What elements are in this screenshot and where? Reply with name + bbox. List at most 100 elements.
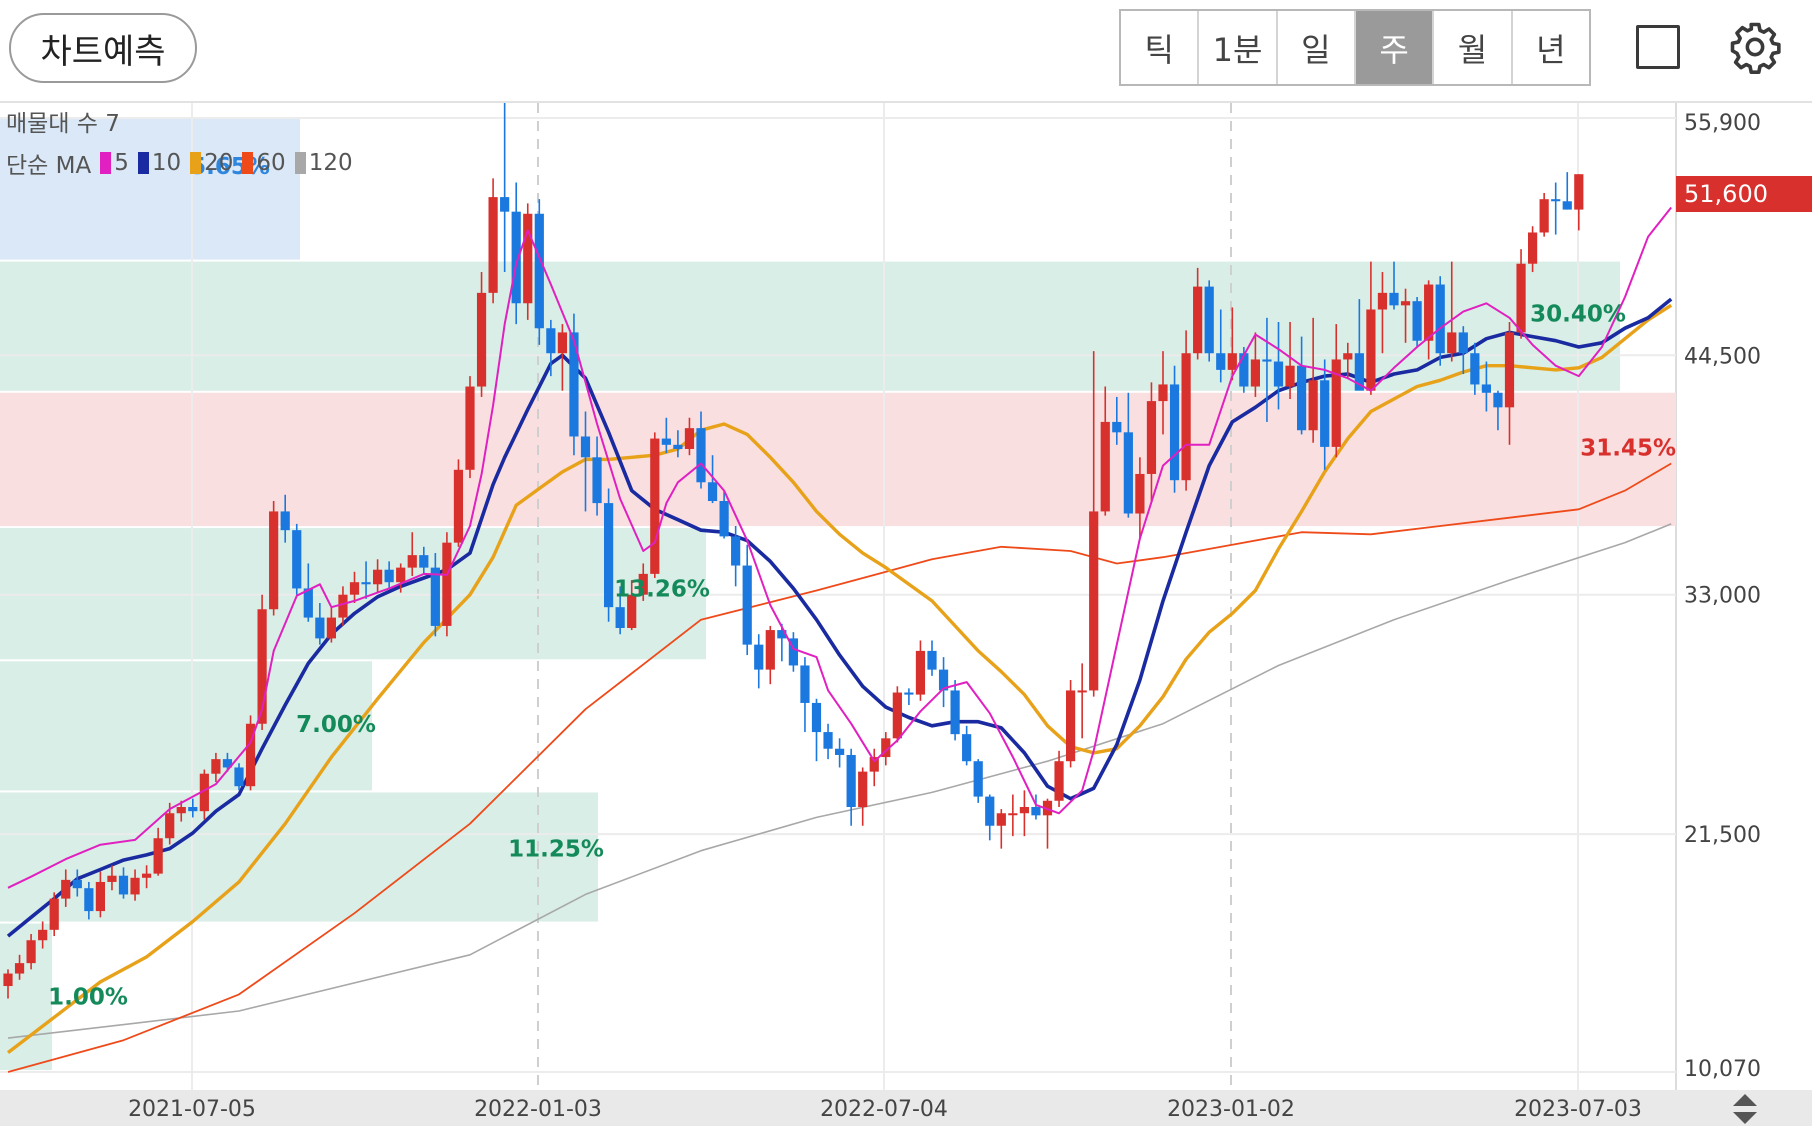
volume-profile-percent: 30.40% — [1530, 302, 1626, 328]
candle-body — [823, 732, 833, 749]
candle-body — [1250, 359, 1260, 387]
ma60-swatch — [242, 152, 254, 174]
period-week-button[interactable]: 주 — [1355, 11, 1435, 84]
candle-body — [1574, 174, 1584, 210]
candle-body — [557, 332, 567, 354]
ma20-line — [6, 303, 1673, 1054]
volume-profile-band — [0, 261, 1620, 391]
ma60-line — [7, 462, 1672, 1073]
candle-body — [777, 630, 787, 639]
candle-body — [95, 881, 105, 912]
candle-body — [638, 573, 648, 595]
candle-body — [1470, 353, 1480, 385]
candle-body — [1424, 284, 1434, 341]
period-day-button[interactable]: 일 — [1278, 11, 1356, 84]
candle-body — [765, 630, 775, 670]
y-axis-tick-label: 44,500 — [1684, 344, 1761, 369]
candle-body — [1123, 432, 1133, 514]
axis-scale-handle-icon[interactable] — [1730, 1092, 1760, 1126]
candle-body — [384, 569, 394, 583]
candle-body — [754, 644, 764, 670]
candle-body — [14, 963, 25, 974]
ma10-label: 10 — [151, 150, 182, 176]
volume-profile-band — [0, 661, 372, 791]
candle-body — [534, 213, 544, 329]
candle-body — [338, 594, 348, 618]
candle-body — [592, 457, 602, 504]
volume-profile-percent: 5.65% — [190, 154, 270, 180]
volume-profile-band — [0, 392, 1676, 527]
candle-body — [627, 594, 637, 628]
ma-legend: 단순 MA 5 10 20 60 120 — [6, 146, 353, 180]
candle-body — [1504, 332, 1515, 408]
candle-body — [1562, 201, 1572, 210]
square-icon[interactable] — [1636, 25, 1680, 69]
candle-body — [950, 690, 960, 735]
stock-chart[interactable]: 5.65% 31.45% 13.26% 7.00% 11.25% 1.00% 30.40% 5… — [0, 103, 1812, 1126]
candle-body — [881, 738, 891, 758]
candle-body — [892, 692, 902, 739]
candle-body — [1158, 384, 1168, 402]
candle-body — [1216, 353, 1226, 370]
candle-body — [707, 482, 718, 502]
chart-predict-button[interactable]: 차트예측 — [9, 13, 197, 83]
gear-icon[interactable] — [1728, 20, 1782, 74]
candle-body — [465, 386, 475, 470]
candle-body — [1320, 380, 1330, 447]
candle-body — [1400, 301, 1411, 306]
candle-body — [580, 436, 591, 458]
candle-body — [811, 702, 822, 733]
candle-body — [315, 617, 325, 639]
candle-body — [1204, 286, 1214, 354]
candle-body — [915, 650, 926, 695]
period-tick-button[interactable]: 틱 — [1121, 11, 1200, 84]
candle-body — [615, 607, 625, 628]
candle-body — [569, 332, 579, 437]
candle-body — [523, 213, 533, 304]
ma5-line — [7, 206, 1672, 889]
candle-body — [349, 582, 360, 595]
candle-body — [1493, 392, 1503, 408]
candle-body — [49, 898, 59, 930]
volume-profile-percent: 1.00% — [48, 984, 128, 1010]
candle-body — [1273, 361, 1284, 387]
candle-body — [1297, 365, 1307, 431]
candle-body — [26, 940, 36, 964]
candle-body — [176, 807, 186, 814]
candle-body — [1377, 292, 1388, 310]
candle-body — [1539, 199, 1549, 233]
candle-body — [1528, 232, 1538, 264]
candle-body — [407, 555, 417, 568]
candle-body — [661, 438, 671, 445]
volume-profile-percent: 31.45% — [1580, 435, 1676, 461]
candle-body — [199, 773, 209, 812]
candle-body — [1077, 690, 1087, 693]
candle-body — [962, 734, 972, 762]
candle-body — [846, 754, 856, 808]
candle-body — [107, 875, 117, 882]
candle-body — [326, 617, 336, 639]
period-1min-button[interactable]: 1분 — [1199, 11, 1278, 84]
candle-body — [1066, 690, 1076, 762]
candle-body — [1193, 286, 1203, 354]
period-month-button[interactable]: 월 — [1434, 11, 1513, 84]
toolbar-divider — [0, 101, 1812, 103]
candle-body — [742, 565, 752, 645]
candle-body — [1031, 807, 1041, 816]
candle-body — [731, 536, 741, 566]
candle-body — [684, 428, 695, 449]
ma10-line — [6, 297, 1673, 938]
period-year-button[interactable]: 년 — [1536, 30, 1566, 69]
candle-body — [1458, 332, 1468, 354]
candle-body — [1146, 401, 1157, 474]
candle-body — [153, 838, 163, 874]
candle-body — [1019, 807, 1029, 814]
candle-body — [476, 292, 487, 387]
candle-body — [430, 567, 440, 626]
candle-body — [442, 542, 452, 626]
y-axis-tick-label: 33,000 — [1684, 584, 1761, 609]
volume-profile-percent: 11.25% — [508, 837, 604, 863]
candle-body — [1343, 353, 1353, 360]
candle-body — [303, 588, 313, 618]
candle-body — [1112, 421, 1122, 433]
